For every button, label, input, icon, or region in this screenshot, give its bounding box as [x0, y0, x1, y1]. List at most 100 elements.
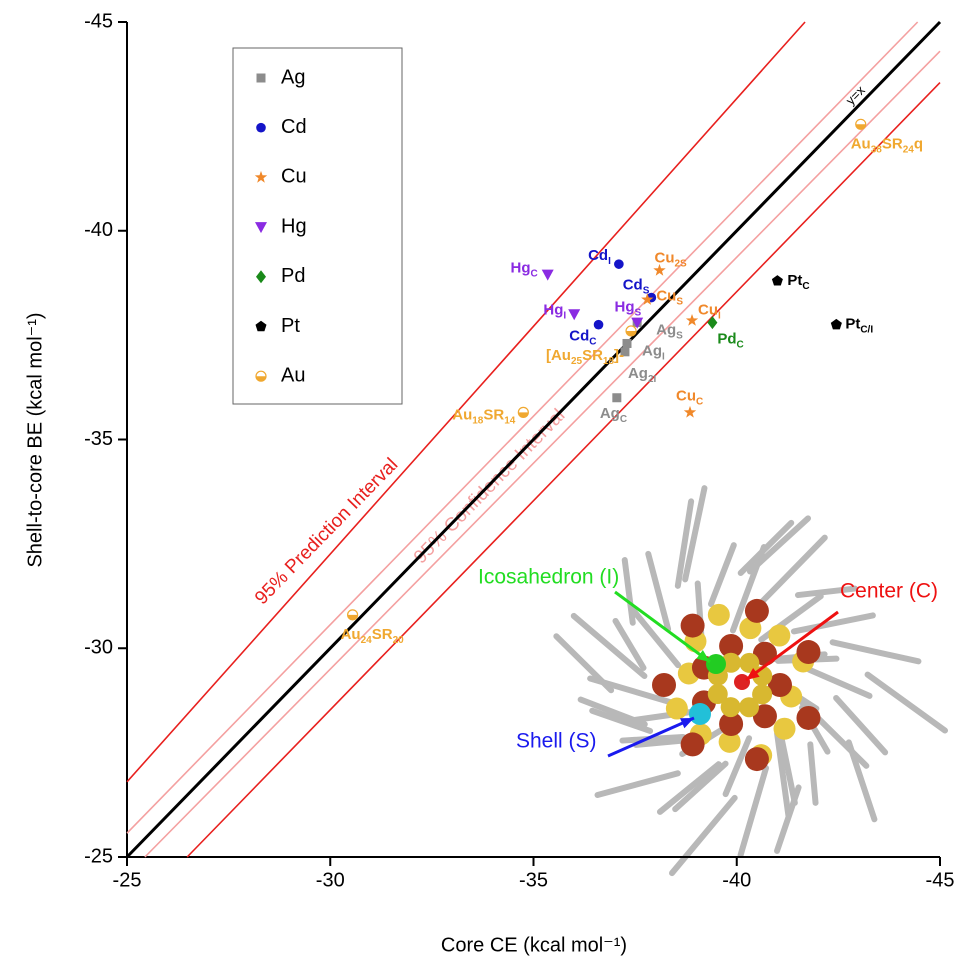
point-label-part: C	[589, 336, 596, 347]
point-label-part: Ag	[628, 365, 648, 382]
legend-label: Cu	[281, 166, 307, 188]
point-label-part: C	[737, 339, 744, 350]
point-label-part: Pt	[787, 272, 802, 289]
shell-atom	[689, 703, 711, 725]
data-point	[518, 407, 528, 417]
core-atom	[739, 697, 759, 717]
data-point	[348, 610, 358, 620]
point-label-part: 18	[603, 356, 615, 367]
point-label-part: Cu	[676, 387, 696, 404]
legend-label: Hg	[281, 215, 307, 237]
point-label-part: S	[634, 307, 641, 318]
point-label-part: 24	[903, 144, 915, 155]
inset-label: Icosahedron (I)	[478, 566, 619, 589]
legend-label: Pd	[281, 265, 305, 287]
point-label: CdI	[588, 247, 611, 267]
sulfur-atom	[774, 718, 796, 740]
legend-label: Cd	[281, 116, 307, 138]
x-tick-label: -45	[926, 869, 955, 891]
point-label-part: 2I	[648, 373, 657, 384]
point-label-part: Cu	[656, 288, 676, 305]
legend-label: Ag	[281, 66, 305, 88]
ligand-stick	[741, 768, 766, 855]
point-label: CdS	[623, 277, 650, 297]
ligand-stick	[598, 773, 678, 795]
x-tick-label: -25	[113, 869, 142, 891]
point-label: CdC	[569, 328, 596, 348]
point-label-part: 2S	[675, 258, 688, 269]
point-label: AgS	[656, 322, 683, 342]
point-label-part: ]-	[614, 347, 624, 364]
point-label-part: I	[563, 310, 566, 321]
point-label: Ag2I	[628, 365, 657, 385]
point-label-part: C	[530, 268, 537, 279]
ligand-stick	[741, 523, 792, 573]
point-label-part: 14	[504, 415, 516, 426]
point-label-part: Pd	[717, 331, 736, 348]
sulfur-atom	[708, 604, 730, 626]
point-label-part: S	[643, 285, 650, 296]
identity-label: y=x	[843, 82, 868, 108]
point-label-part: 25	[571, 356, 583, 367]
point-label-part: S	[676, 296, 683, 307]
y-tick-label: -35	[84, 428, 113, 450]
gold-atom	[745, 599, 769, 623]
legend-marker	[256, 371, 266, 381]
point-label-part: 18	[472, 415, 484, 426]
point-label-part: Hg	[543, 301, 563, 318]
point-label-part: [Au	[546, 347, 571, 364]
center-atom	[734, 674, 750, 690]
data-point	[614, 259, 624, 269]
point-label: Cu2S	[655, 249, 688, 269]
legend-marker	[257, 74, 266, 83]
point-label-part: Cu	[655, 249, 675, 266]
point-label-part: C	[802, 280, 809, 291]
data-point	[626, 326, 636, 336]
point-label-part: q	[914, 135, 923, 152]
point-label: PdC	[717, 331, 743, 351]
data-point	[686, 314, 698, 326]
point-label: HgC	[510, 260, 537, 280]
point-label-part: 38	[871, 144, 883, 155]
icosahedron-atom	[706, 654, 726, 674]
point-label: CuI	[698, 301, 721, 321]
gold-atom	[745, 747, 769, 771]
point-label: PtC	[787, 272, 809, 292]
point-label: CuC	[676, 387, 703, 407]
point-label-part: Ag	[642, 342, 662, 359]
point-label-part: S	[676, 330, 683, 341]
point-label-part: Hg	[614, 299, 634, 316]
ligand-stick	[794, 615, 873, 631]
point-label-part: C/I	[860, 324, 873, 335]
data-point	[594, 320, 604, 330]
data-point	[568, 309, 580, 320]
legend-label: Pt	[281, 315, 300, 337]
gold-atom	[681, 732, 705, 756]
y-tick-label: -40	[84, 219, 113, 241]
inset-label: Shell (S)	[516, 730, 597, 753]
point-label: HgI	[543, 301, 566, 321]
gold-atom	[652, 673, 676, 697]
point-label-part: I	[662, 351, 665, 362]
chart: Icosahedron (I)Center (C)Shell (S) Core …	[0, 0, 972, 968]
legend-label: Au	[281, 364, 305, 386]
y-tick-label: -45	[84, 10, 113, 32]
y-tick-label: -25	[84, 845, 113, 867]
point-label: PtC/I	[845, 316, 873, 336]
point-label-part: 20	[393, 634, 405, 645]
point-label-part: Cd	[588, 247, 608, 264]
point-label-part: Cu	[698, 301, 718, 318]
point-label: HgS	[614, 299, 641, 319]
data-point	[772, 275, 783, 285]
core-atom	[708, 684, 728, 704]
sulfur-atom	[666, 698, 688, 720]
sulfur-atom	[768, 625, 790, 647]
point-label-part: SR	[372, 626, 393, 643]
point-label: Au18SR14	[452, 406, 516, 426]
point-label: Au24SR20	[341, 626, 405, 646]
legend-marker	[256, 123, 266, 133]
data-point	[542, 270, 554, 281]
point-label-part: Hg	[510, 260, 530, 277]
point-label-part: Au	[341, 626, 361, 643]
x-tick-label: -30	[316, 869, 345, 891]
